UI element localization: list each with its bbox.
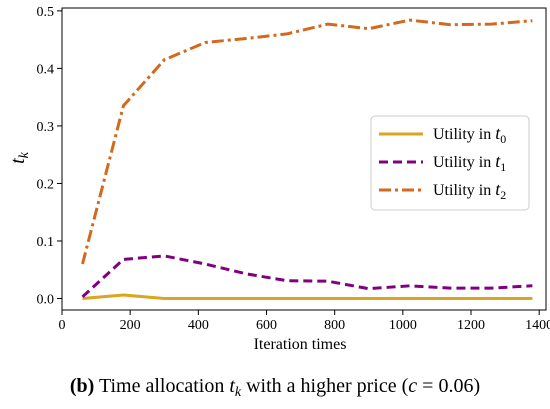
y-tick-label: 0.2 [37, 177, 55, 192]
data-point-t1 [367, 287, 370, 290]
data-point-t0 [367, 297, 370, 300]
data-point-t2 [490, 23, 493, 26]
data-point-t2 [326, 23, 329, 26]
data-point-t0 [531, 297, 534, 300]
x-tick-label: 0 [59, 318, 66, 333]
x-axis-label: Iteration times [254, 336, 347, 353]
y-tick-label: 0.5 [37, 5, 55, 20]
y-tick-label: 0.3 [37, 120, 55, 135]
legend-label-t2: Utility in t2 [433, 179, 506, 202]
y-axis-label-base: t [7, 158, 29, 164]
data-point-t2 [122, 104, 125, 107]
data-point-t2 [285, 32, 288, 35]
data-point-t2 [245, 37, 248, 40]
data-point-t1 [285, 279, 288, 282]
data-point-t0 [326, 297, 329, 300]
series-line-t0 [82, 293, 533, 300]
series-line-t1 [81, 254, 533, 298]
x-tick-label: 1400 [525, 318, 550, 333]
data-point-t0 [490, 297, 493, 300]
data-point-t1 [408, 284, 411, 287]
data-point-t1 [81, 295, 84, 298]
y-tick-label: 0.1 [37, 235, 55, 250]
data-point-t0 [163, 297, 166, 300]
data-point-t1 [490, 287, 493, 290]
y-axis-label: tk [7, 151, 32, 164]
caption-var-sub: k [235, 385, 242, 400]
data-point-t0 [408, 297, 411, 300]
caption-equals: = 0.06) [417, 375, 480, 397]
data-point-t2 [449, 23, 452, 26]
data-point-t1 [245, 272, 248, 275]
data-point-t1 [449, 287, 452, 290]
x-tick-label: 600 [256, 318, 277, 333]
y-tick-label: 0.0 [37, 292, 55, 307]
data-point-t2 [81, 262, 84, 265]
caption-text-before: Time allocation [94, 375, 229, 397]
data-point-t1 [163, 254, 166, 257]
data-point-t0 [122, 294, 125, 297]
x-tick-label: 800 [324, 318, 345, 333]
data-point-t1 [326, 280, 329, 283]
caption-var-base: t [229, 375, 235, 397]
legend: Utility in t0 Utility in t1 Utility in t2 [370, 115, 530, 211]
y-axis-label-sub: k [17, 151, 32, 158]
x-tick-label: 1200 [457, 318, 485, 333]
data-point-t0 [204, 297, 207, 300]
legend-box [370, 115, 530, 211]
caption-label: (b) [70, 375, 94, 397]
data-point-t1 [122, 258, 125, 261]
y-tick-label: 0.4 [37, 62, 55, 77]
x-tick-label: 1000 [389, 318, 417, 333]
data-point-t2 [204, 41, 207, 44]
data-point-t0 [449, 297, 452, 300]
legend-label-t0: Utility in t0 [433, 123, 506, 146]
data-point-t1 [204, 262, 207, 265]
caption-param: c [408, 375, 417, 397]
series-line-t2 [81, 18, 533, 265]
data-point-t0 [245, 297, 248, 300]
data-point-t2 [408, 19, 411, 22]
data-point-t2 [531, 19, 534, 22]
data-point-t2 [367, 27, 370, 30]
plot-area: 0 200 400 600 800 1000 1200 1400 0.0 0.1 0.2 0.3 0.4… [37, 5, 550, 333]
data-point-t2 [163, 58, 166, 61]
figure-caption: (b) Time allocation tk with a higher pri… [70, 375, 480, 400]
caption-text-middle: with a higher price ( [241, 375, 408, 397]
x-tick-label: 400 [188, 318, 209, 333]
data-point-t1 [531, 284, 534, 287]
legend-label-t1: Utility in t1 [433, 151, 506, 174]
axes-frame [61, 7, 547, 311]
x-tick-label: 200 [120, 318, 141, 333]
data-point-t0 [285, 297, 288, 300]
